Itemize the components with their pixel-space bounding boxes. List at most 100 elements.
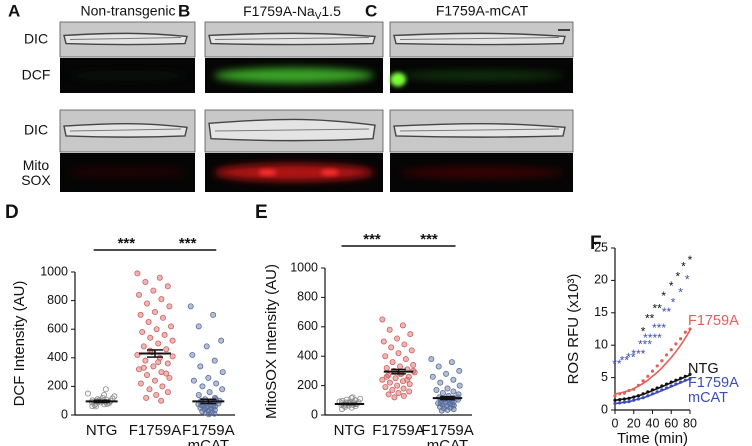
dot — [158, 296, 165, 303]
data-point — [632, 398, 636, 402]
dot — [456, 367, 463, 374]
dot — [402, 356, 409, 363]
dot — [394, 335, 401, 342]
data-point — [655, 386, 659, 390]
error-bar — [200, 398, 217, 405]
dot — [429, 373, 436, 380]
dot — [166, 374, 173, 381]
dot — [156, 274, 163, 281]
dot — [84, 390, 91, 397]
dot — [197, 363, 204, 370]
dot — [163, 346, 170, 353]
dot — [166, 303, 173, 310]
dot — [102, 386, 109, 393]
data-point — [655, 364, 659, 368]
dot — [219, 386, 226, 393]
dot — [382, 384, 389, 391]
dot — [349, 394, 356, 401]
data-point — [618, 392, 622, 396]
y-tick-label: 15 — [594, 305, 608, 319]
dot — [145, 319, 152, 326]
dot — [147, 334, 154, 341]
error-bar — [147, 349, 163, 358]
x-tick-label: 80 — [683, 416, 697, 430]
dot — [142, 357, 149, 364]
data-point — [622, 400, 626, 404]
data-point — [650, 369, 655, 373]
fluorescence-signal — [66, 166, 189, 179]
y-tick-label: 0 — [311, 407, 318, 421]
dot — [389, 359, 396, 366]
significance-label: * — [669, 279, 674, 293]
significance-label: ** — [653, 302, 663, 316]
column-title: F1759A-mCAT — [436, 3, 529, 19]
data-point — [679, 337, 683, 341]
significance-label: ** — [620, 354, 630, 368]
panel-letter: A — [8, 1, 20, 20]
error-bar — [93, 399, 110, 404]
error-bar — [391, 368, 406, 375]
dot — [392, 375, 399, 382]
data-point — [627, 388, 631, 393]
dot — [406, 388, 413, 395]
dot — [433, 387, 440, 394]
dot — [385, 391, 392, 398]
data-point — [641, 396, 645, 400]
cell-texture — [69, 128, 182, 132]
dot — [439, 389, 446, 396]
dot — [410, 362, 417, 369]
dot — [437, 400, 444, 407]
dot — [199, 383, 206, 390]
x-tick-label: 60 — [664, 416, 678, 430]
x-tick-label: NTG — [85, 422, 118, 439]
x-tick-label: F1759A mCAT — [421, 422, 474, 446]
dot — [405, 373, 412, 380]
cell-texture — [69, 37, 182, 40]
x-tick-label: 0 — [612, 416, 619, 430]
dot — [449, 401, 456, 408]
dot — [153, 391, 160, 398]
dot — [395, 350, 402, 357]
dot — [401, 341, 408, 348]
significance-label: * — [678, 286, 683, 300]
y-tick-label: 800 — [297, 290, 318, 304]
significance-label: *** — [179, 235, 197, 252]
row-label: DIC — [24, 122, 48, 138]
data-point — [660, 388, 664, 392]
dot — [92, 403, 99, 410]
significance-label: **** — [643, 331, 662, 345]
data-point — [627, 396, 631, 400]
dot — [380, 338, 387, 345]
dot — [450, 406, 457, 413]
significance-label: * — [641, 324, 646, 338]
fluorescence-spot — [320, 169, 339, 176]
data-point — [618, 401, 622, 405]
y-tick-label: 20 — [594, 273, 608, 287]
data-point — [641, 392, 645, 396]
dot — [202, 404, 209, 411]
dot — [137, 311, 144, 318]
panel-letter: D — [5, 202, 19, 223]
data-point — [622, 397, 626, 401]
fit-line — [614, 329, 691, 395]
significance-label: *** — [118, 235, 136, 252]
dot — [164, 283, 171, 290]
dot — [161, 331, 168, 338]
cell-texture — [399, 37, 560, 40]
y-tick-label: 200 — [297, 378, 318, 392]
dot — [134, 270, 141, 277]
dot — [190, 377, 197, 384]
fluorescence-signal — [399, 70, 564, 81]
row-label: DCF — [22, 67, 51, 83]
y-axis-label: ROS RFU (x10³) — [565, 274, 582, 385]
dot — [456, 382, 463, 389]
dot — [448, 359, 455, 366]
significance-label: *** — [363, 231, 381, 248]
dot — [400, 392, 407, 399]
dot — [137, 380, 144, 387]
fluorescence-signal — [399, 166, 564, 179]
dot — [142, 279, 149, 286]
data-point — [636, 394, 641, 398]
dot — [135, 291, 142, 298]
cell-texture — [214, 128, 370, 132]
